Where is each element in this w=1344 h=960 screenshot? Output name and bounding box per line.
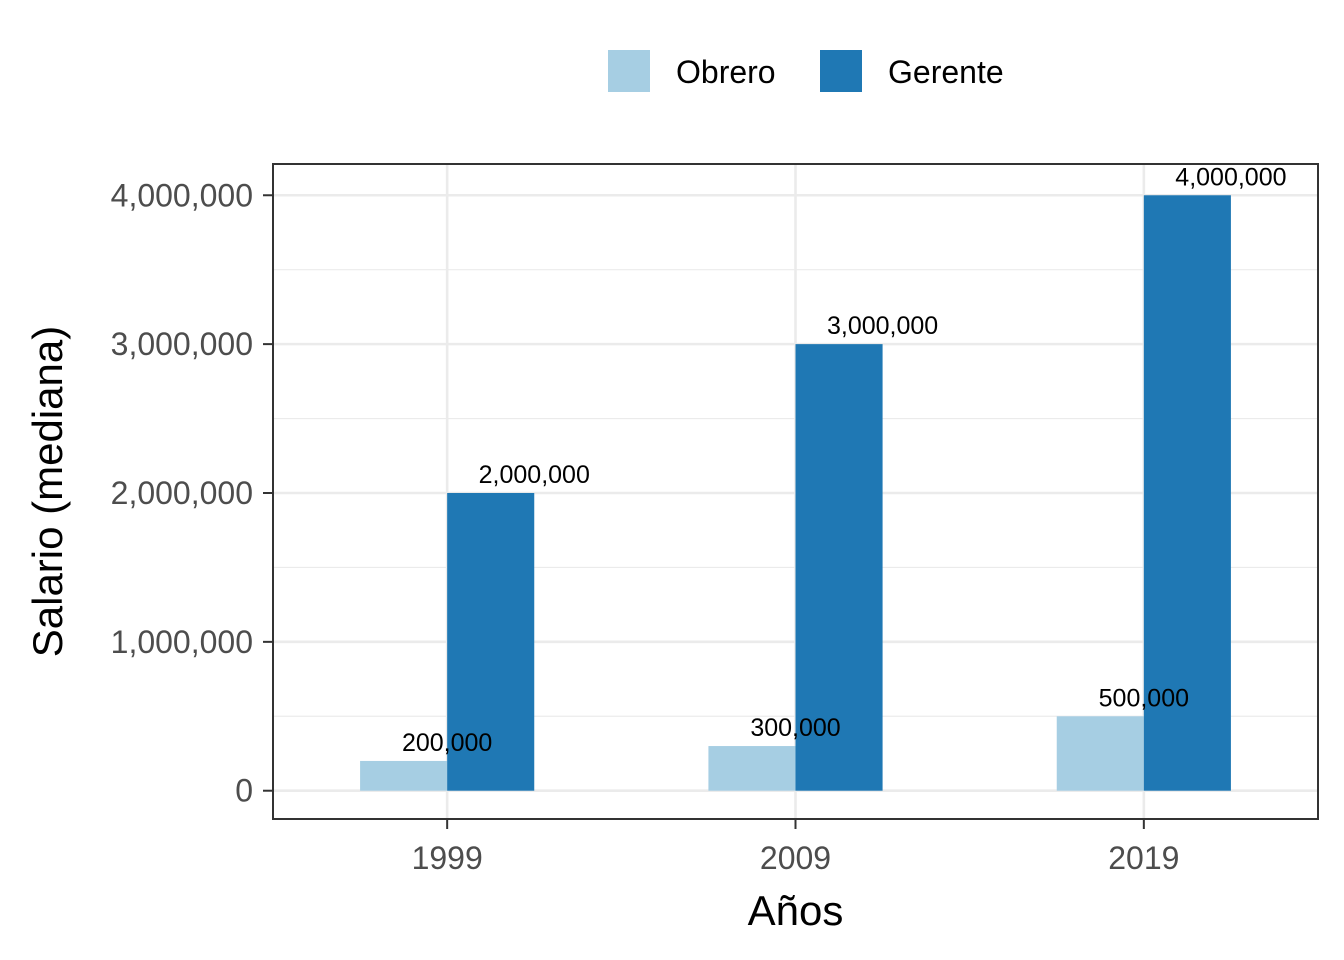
x-tick-label: 1999 <box>412 840 483 876</box>
bar-obrero-2009 <box>708 746 796 791</box>
legend: Obrero Gerente <box>608 50 1004 92</box>
x-tick-label: 2009 <box>760 840 831 876</box>
y-tick-label: 1,000,000 <box>111 624 253 660</box>
bar-gerente-2019 <box>1143 195 1231 791</box>
bar-value-label: 3,000,000 <box>827 312 938 340</box>
legend-swatch-gerente <box>820 50 862 92</box>
y-tick-label: 0 <box>235 773 253 809</box>
bar-value-labels: 200,000 300,000 500,000 2,000,000 3,000,000 4… <box>402 163 1287 757</box>
legend-label-obrero: Obrero <box>676 54 776 90</box>
bar-obrero-1999 <box>360 760 448 791</box>
y-tick-label: 2,000,000 <box>111 475 253 511</box>
bar-value-label: 500,000 <box>1099 684 1189 712</box>
bar-obrero-2019 <box>1056 716 1144 791</box>
legend-label-gerente: Gerente <box>888 54 1004 90</box>
y-axis-title: Salario (mediana) <box>24 326 71 658</box>
bar-gerente-2009 <box>795 344 883 791</box>
y-tick-label: 3,000,000 <box>111 326 253 362</box>
y-tick-label: 4,000,000 <box>111 177 253 213</box>
x-axis-title: Años <box>748 887 844 934</box>
bar-value-label: 4,000,000 <box>1175 163 1286 191</box>
bar-value-label: 300,000 <box>750 714 840 742</box>
bar-gerente-1999 <box>447 492 535 791</box>
bar-value-label: 200,000 <box>402 729 492 757</box>
legend-swatch-obrero <box>608 50 650 92</box>
x-tick-label: 2019 <box>1108 840 1179 876</box>
bars <box>360 195 1231 791</box>
y-axis: 0 1,000,000 2,000,000 3,000,000 4,000,000 <box>111 177 273 809</box>
x-axis: 1999 2009 2019 <box>412 819 1179 876</box>
bar-value-label: 2,000,000 <box>479 461 590 489</box>
